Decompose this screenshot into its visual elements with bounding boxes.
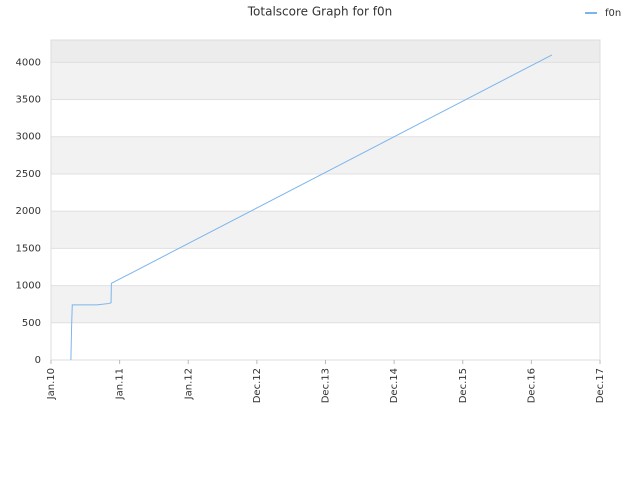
y-tick-label: 3500: [16, 95, 41, 106]
x-tick-label: Jan.10: [46, 368, 57, 400]
legend-label: f0n: [605, 8, 621, 19]
grid-band: [51, 40, 600, 63]
x-tick-label: Dec.14: [389, 368, 400, 403]
x-tick-label: Dec.15: [458, 368, 469, 403]
y-tick-label: 2000: [16, 206, 41, 217]
grid-band: [51, 62, 600, 100]
grid-band: [51, 285, 600, 323]
y-tick-label: 4000: [16, 57, 41, 68]
y-tick-label: 500: [22, 318, 41, 329]
x-tick-label: Jan.12: [183, 368, 194, 400]
series-line: [70, 54, 553, 361]
grid-band: [51, 211, 600, 249]
grid-band: [51, 136, 600, 174]
y-tick-label: 1500: [16, 243, 41, 254]
x-tick-label: Dec.12: [252, 368, 263, 403]
x-tick-label: Dec.17: [595, 368, 606, 403]
y-tick-label: 3000: [16, 132, 41, 143]
y-tick-label: 1000: [16, 281, 41, 292]
x-tick-label: Jan.11: [115, 368, 126, 400]
x-tick-label: Dec.13: [321, 368, 332, 403]
chart-title: Totalscore Graph for f0n: [247, 5, 393, 19]
x-tick-label: Dec.16: [526, 368, 537, 403]
y-tick-label: 2500: [16, 169, 41, 180]
y-tick-label: 0: [35, 355, 41, 366]
